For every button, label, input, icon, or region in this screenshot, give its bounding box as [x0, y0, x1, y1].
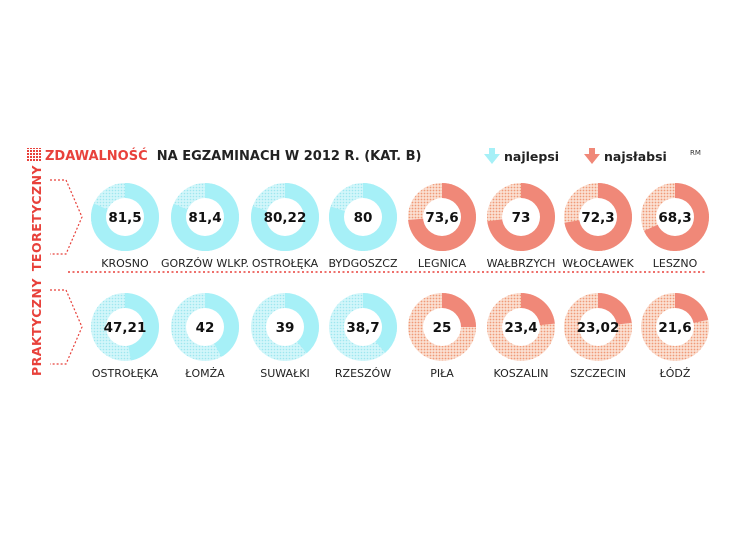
donut-value-label: 42 — [196, 320, 215, 336]
donut-hole — [266, 198, 304, 236]
donut-item: 81,4 GORZÓW WLKP. — [161, 183, 249, 270]
donut-value-label: 81,5 — [108, 210, 141, 226]
donut-item: 73,6 LEGNICA — [408, 183, 476, 270]
city-label: SUWAŁKI — [260, 367, 309, 380]
donut-item: 38,7 RZESZÓW — [329, 293, 397, 380]
donut-item: 72,3 WŁOCŁAWEK — [562, 183, 635, 270]
donut-hole — [579, 198, 617, 236]
city-label: SZCZECIN — [570, 367, 626, 380]
donut-hole — [344, 198, 382, 236]
donut-value-label: 23,4 — [504, 320, 537, 336]
title-grid-icon — [27, 148, 41, 162]
donut-hole — [106, 198, 144, 236]
city-label: LEGNICA — [418, 257, 467, 270]
donut-value-label: 38,7 — [346, 320, 379, 336]
legend-worst: najsłabsi — [604, 149, 667, 164]
donut-value-label: 80 — [354, 210, 373, 226]
donut-value-label: 73 — [512, 210, 531, 226]
donut-hole — [106, 308, 144, 346]
donut-item: 47,21 OSTROŁĘKA — [91, 293, 160, 380]
donut-hole — [656, 198, 694, 236]
donut-hole — [266, 308, 304, 346]
donut-item: 25 PIŁA — [408, 293, 476, 380]
legend-best: najlepsi — [504, 149, 559, 164]
donut-hole — [423, 308, 461, 346]
arrow-down-blue-icon — [484, 148, 500, 164]
donut-value-label: 47,21 — [104, 320, 147, 336]
city-label: WAŁBRZYCH — [487, 257, 556, 270]
donut-item: 39 SUWAŁKI — [251, 293, 320, 380]
city-label: KOSZALIN — [494, 367, 549, 380]
city-label: RZESZÓW — [335, 367, 391, 380]
donut-hole — [502, 308, 540, 346]
city-label: PIŁA — [430, 367, 454, 380]
arrow-down-red-icon — [584, 148, 600, 164]
donut-hole — [656, 308, 694, 346]
city-label: OSTROŁĘKA — [92, 367, 159, 380]
donut-item: 80 BYDGOSZCZ — [328, 183, 398, 270]
donut-value-label: 81,4 — [188, 210, 221, 226]
donut-value-label: 25 — [433, 320, 452, 336]
svg-text:ZDAWALNOŚĆ NA EGZAMINACH: ZDAWALNOŚĆ NA EGZAMINACH W 2012 R. (KAT.… — [45, 145, 421, 164]
city-label: KROSNO — [101, 257, 149, 270]
donut-hole — [579, 308, 617, 346]
donut-item: 81,5 KROSNO — [91, 183, 160, 270]
city-label: ŁÓDŹ — [659, 367, 691, 380]
donut-hole — [186, 308, 224, 346]
bracket-arrow-praktyczny — [50, 289, 83, 365]
donut-value-label: 39 — [276, 320, 295, 336]
donut-item: 23,4 KOSZALIN — [487, 293, 555, 380]
title-highlight: ZDAWALNOŚĆ — [45, 148, 148, 164]
row-label-teoretyczny: TEORETYCZNY — [29, 164, 44, 271]
city-label: ŁOMŻA — [184, 367, 225, 380]
donut-value-label: 73,6 — [425, 210, 458, 226]
donut-item: 23,02 SZCZECIN — [564, 293, 632, 380]
donut-value-label: 21,6 — [658, 320, 691, 336]
donut-hole — [502, 198, 540, 236]
donut-item: 68,3 LESZNO — [641, 183, 710, 270]
city-label: BYDGOSZCZ — [328, 257, 398, 270]
legend: najlepsi najsłabsi RM — [484, 148, 701, 164]
donut-item: 42 ŁOMŻA — [171, 293, 239, 380]
donut-value-label: 80,22 — [264, 210, 307, 226]
donut-value-label: 72,3 — [581, 210, 614, 226]
donut-value-label: 23,02 — [577, 320, 620, 336]
donut-item: 21,6 ŁÓDŹ — [641, 292, 709, 380]
rm-badge: RM — [690, 149, 701, 157]
bracket-arrow-teoretyczny — [50, 179, 83, 255]
city-label: GORZÓW WLKP. — [161, 257, 249, 270]
donut-hole — [344, 308, 382, 346]
title-rest: NA EGZAMINACH W 2012 R. (KAT. B) — [157, 149, 422, 164]
chart-title: ZDAWALNOŚĆ NA EGZAMINACH W 2012 R. (KAT.… — [27, 145, 421, 164]
donut-hole — [423, 198, 461, 236]
row-label-praktyczny: PRAKTYCZNY — [29, 278, 44, 376]
donut-grid: 81,5 KROSNO 81,4 GORZÓW WLKP. 80,22 OSTROŁĘKA… — [91, 183, 710, 380]
city-label: OSTROŁĘKA — [252, 257, 319, 270]
donut-hole — [186, 198, 224, 236]
donut-item: 73 WAŁBRZYCH — [487, 183, 556, 270]
donut-item: 80,22 OSTROŁĘKA — [250, 183, 319, 270]
city-label: WŁOCŁAWEK — [562, 257, 634, 270]
city-label: LESZNO — [653, 257, 698, 270]
donut-value-label: 68,3 — [658, 210, 691, 226]
